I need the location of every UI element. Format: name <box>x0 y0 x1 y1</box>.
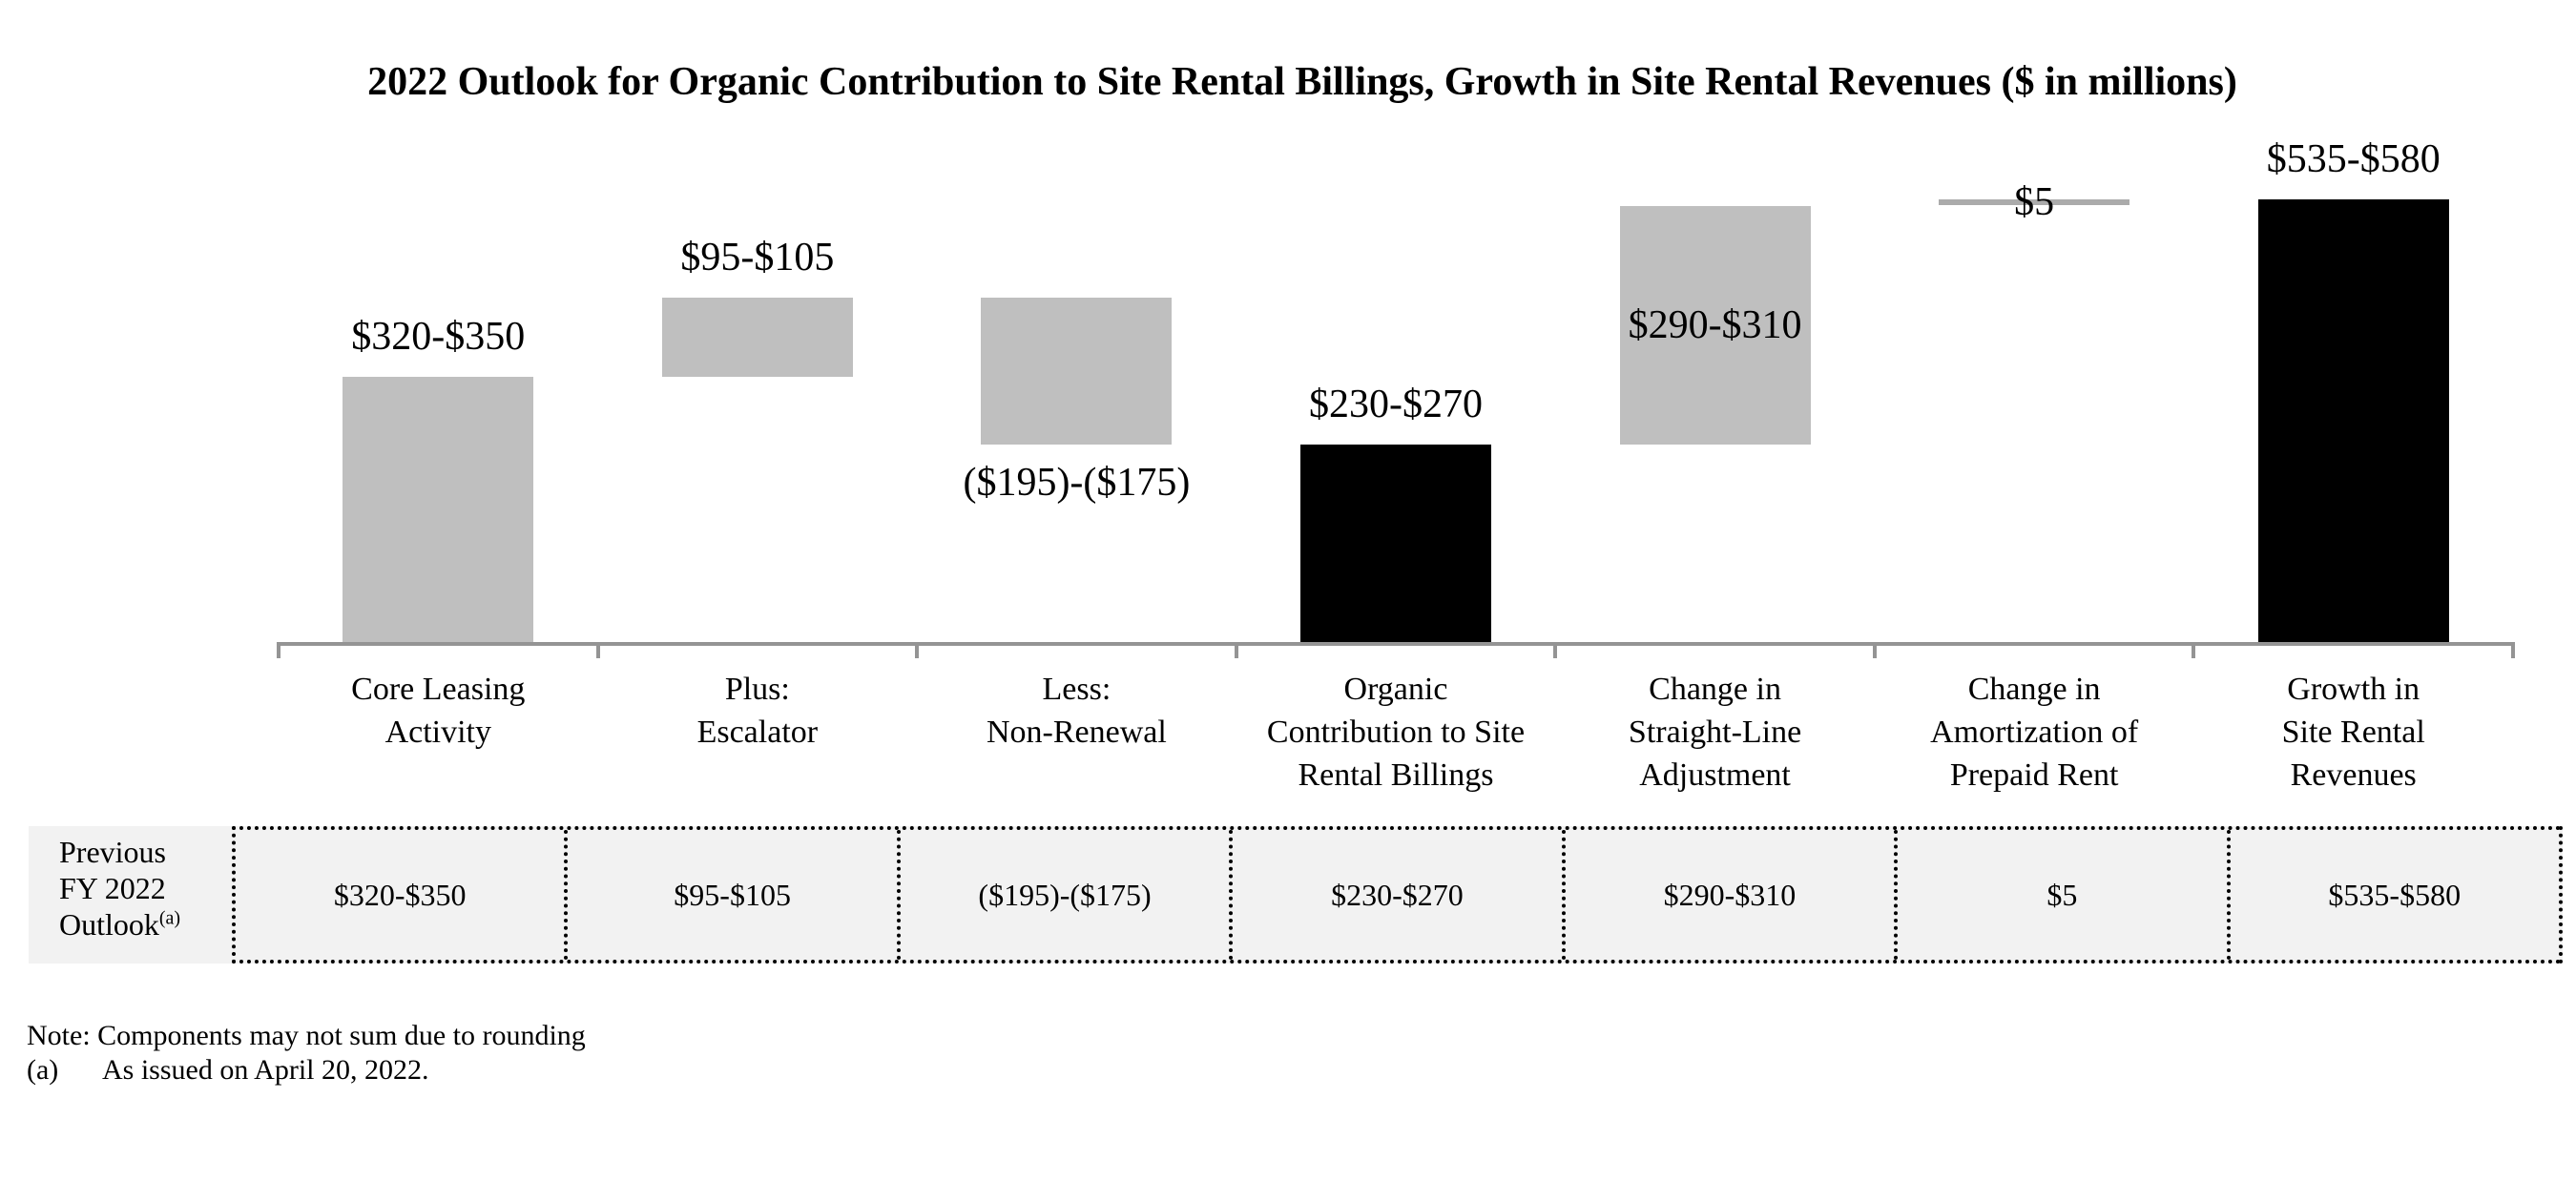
bar-non-renewal <box>981 297 1173 446</box>
value-label-escalator: $95-$105 <box>680 235 835 280</box>
x-axis-tick <box>277 642 280 658</box>
footnote-a-marker: (a) <box>27 1054 59 1086</box>
outlook-table-cell-change-in-amortization-of-prepaid-rent: $5 <box>1894 830 2226 960</box>
bar-change-in-amortization-of-prepaid-rent <box>1939 198 2130 205</box>
category-label-line: Escalator <box>696 715 819 750</box>
bar-change-in-straight-line-adjustment <box>1619 205 1811 446</box>
category-label-organic-contribution-to-site-rental-billings: Organic Contribution to Site Rental Billin… <box>1236 668 1556 797</box>
category-label-line: Change in <box>1967 672 2101 707</box>
category-label-line: Adjustment <box>1639 757 1791 793</box>
outlook-table-row-header: Previous FY 2022 Outlook(a) <box>29 826 232 964</box>
x-axis-line <box>279 642 2513 646</box>
x-axis-tick <box>1553 642 1558 658</box>
x-axis-tick <box>2192 642 2196 658</box>
category-label-growth-in-site-rental-revenues: Growth in Site Rental Revenues <box>2193 668 2513 797</box>
value-label-core-leasing-activity: $320-$350 <box>351 315 526 360</box>
footnote-a: (a) As issued on April 20, 2022. <box>27 1053 586 1088</box>
category-label-line: Organic <box>1343 672 1448 707</box>
x-axis-tick <box>915 642 920 658</box>
footnotes: Note: Components may not sum due to roun… <box>27 1019 586 1088</box>
category-label-line: Growth in <box>2287 672 2420 707</box>
value-label-non-renewal: ($195)-($175) <box>963 461 1191 506</box>
outlook-table-cell-change-in-straight-line-adjustment: $290-$310 <box>1561 830 1894 960</box>
value-label-organic-contribution-to-site-rental-billings: $230-$270 <box>1309 383 1483 427</box>
row-header-line: FY 2022 <box>59 871 166 905</box>
category-label-line: Activity <box>384 715 491 750</box>
category-label-line: Straight-Line <box>1628 715 1802 750</box>
outlook-table: $320-$350 $95-$105 ($195)-($175) $230-$270 $… <box>232 826 2563 964</box>
outlook-table-cell-core-leasing-activity: $320-$350 <box>333 877 467 912</box>
value-label-change-in-amortization-of-prepaid-rent: $5 <box>2014 179 2055 224</box>
category-label-line: Plus: <box>724 672 790 707</box>
category-label-line: Contribution to Site <box>1266 715 1526 750</box>
category-label-non-renewal: Less: Non-Renewal <box>917 668 1236 754</box>
value-label-change-in-straight-line-adjustment: $290-$310 <box>1628 303 1802 347</box>
x-axis-tick <box>595 642 600 658</box>
footnote-a-text: As issued on April 20, 2022. <box>102 1054 429 1086</box>
footnote-marker-superscript: (a) <box>158 907 181 929</box>
category-label-line: Amortization of <box>1930 715 2139 750</box>
bar-organic-contribution-to-site-rental-billings <box>1300 445 1491 644</box>
x-axis-tick <box>2511 642 2515 658</box>
category-label-core-leasing-activity: Core Leasing Activity <box>279 668 598 754</box>
outlook-table-cell-non-renewal: ($195)-($175) <box>896 830 1229 960</box>
category-label-line: Core Leasing <box>351 672 526 707</box>
bar-growth-in-site-rental-revenues <box>2257 199 2449 644</box>
row-header-line: Previous <box>59 835 166 869</box>
x-axis-tick <box>1872 642 1877 658</box>
row-header-line: Outlook(a) <box>59 907 181 942</box>
category-label-change-in-amortization-of-prepaid-rent: Change in Amortization of Prepaid Rent <box>1875 668 2194 797</box>
outlook-table-cell-growth-in-site-rental-revenues: $535-$580 <box>2226 830 2559 960</box>
bar-core-leasing-activity <box>343 377 534 644</box>
category-label-line: Less: <box>1042 672 1111 707</box>
category-label-line: Prepaid Rent <box>1949 757 2119 793</box>
outlook-table-cell-organic-contribution-to-site-rental-billings: $230-$270 <box>1229 830 1561 960</box>
value-label-growth-in-site-rental-revenues: $535-$580 <box>2266 137 2441 182</box>
x-axis-tick <box>1234 642 1238 658</box>
bar-escalator <box>661 297 853 378</box>
category-label-line: Rental Billings <box>1298 757 1494 793</box>
chart-title: 2022 Outlook for Organic Contribution to… <box>367 60 2237 104</box>
category-label-change-in-straight-line-adjustment: Change in Straight-Line Adjustment <box>1555 668 1875 797</box>
footnote-rounding: Note: Components may not sum due to roun… <box>27 1020 586 1051</box>
category-label-line: Revenues <box>2290 757 2417 793</box>
category-label-line: Site Rental <box>2281 715 2425 750</box>
outlook-table-cell-escalator: $95-$105 <box>564 830 896 960</box>
category-label-line: Change in <box>1649 672 1781 707</box>
category-label-escalator: Plus: Escalator <box>598 668 918 754</box>
category-label-line: Non-Renewal <box>987 715 1167 750</box>
